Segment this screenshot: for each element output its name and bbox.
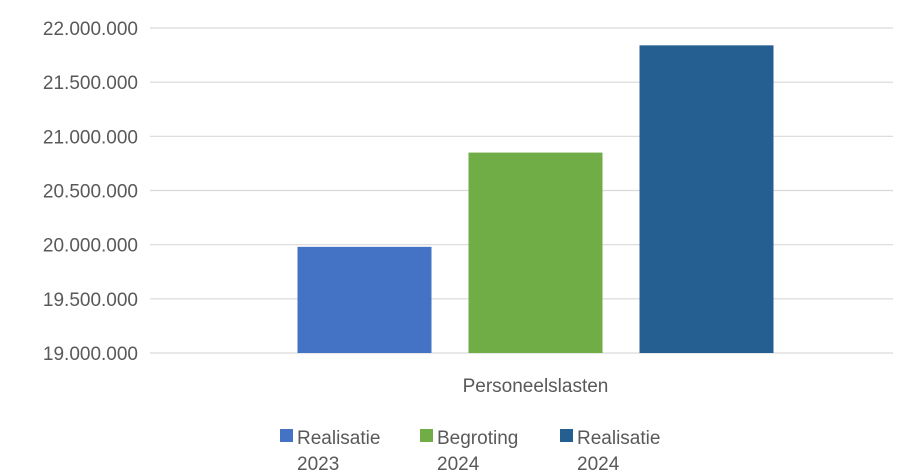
legend-label-line2: 2023 — [297, 454, 339, 475]
legend-label-line2: 2024 — [577, 454, 620, 475]
legend-label-line1: Realisatie — [297, 428, 380, 449]
legend-label-line1: Realisatie — [577, 428, 660, 449]
y-tick-label: 19.000.000 — [43, 344, 138, 365]
x-axis-categories: Personeelslasten — [463, 376, 609, 397]
legend-item: Realisatie 2023 — [280, 428, 380, 475]
bar-realisatie-2023 — [297, 246, 432, 353]
y-tick-label: 20.000.000 — [43, 236, 138, 257]
y-tick-label: 21.500.000 — [43, 73, 138, 94]
legend-item: Begroting 2024 — [420, 428, 518, 475]
x-category-label: Personeelslasten — [463, 376, 609, 397]
legend-swatch — [280, 429, 293, 442]
legend-swatch — [420, 429, 433, 442]
y-tick-label: 22.000.000 — [43, 19, 138, 40]
y-tick-label: 20.500.000 — [43, 182, 138, 203]
legend-swatch — [560, 429, 573, 442]
bar-begroting-2024 — [468, 152, 603, 353]
legend-item: Realisatie 2024 — [560, 428, 660, 475]
legend-label-line2: 2024 — [437, 454, 480, 475]
y-axis-ticks: 19.000.000 19.500.000 20.000.000 20.500.000… — [43, 19, 138, 365]
bars — [297, 45, 774, 353]
legend-label-line1: Begroting — [437, 428, 518, 449]
bar-realisatie-2024 — [639, 45, 774, 353]
y-tick-label: 21.000.000 — [43, 127, 138, 148]
legend: Realisatie 2023 Begroting 2024 Realisatie 202… — [280, 428, 660, 475]
y-tick-label: 19.500.000 — [43, 290, 138, 311]
